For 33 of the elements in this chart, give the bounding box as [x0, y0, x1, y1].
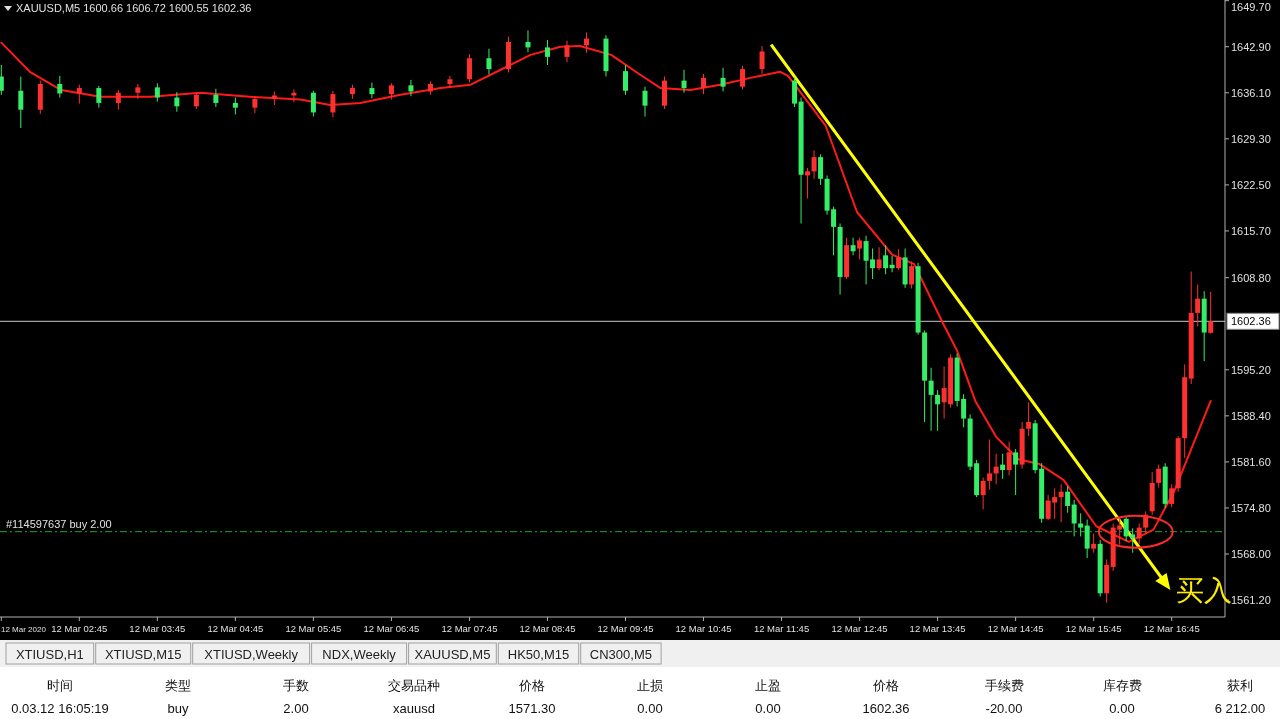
x-tick-label: 12 Mar 03:45 — [129, 623, 186, 634]
y-tick-label: 1649.70 — [1231, 1, 1271, 13]
y-tick-label: 1642.90 — [1231, 40, 1271, 53]
y-tick-label: 1622.50 — [1231, 178, 1271, 191]
y-tick-label: 1608.80 — [1231, 271, 1271, 284]
ref-line-label: 1602.36 — [1231, 315, 1271, 328]
x-tick-label: 12 Mar 05:45 — [285, 623, 342, 634]
x-tick-label: 12 Mar 06:45 — [363, 623, 420, 634]
y-tick-label: 1629.30 — [1231, 132, 1271, 145]
y-tick-label: 1561.20 — [1231, 594, 1271, 607]
y-tick-label: 1636.10 — [1231, 86, 1271, 99]
y-tick-label: 1615.70 — [1231, 224, 1271, 237]
x-tick-label: 12 Mar 12:45 — [831, 623, 888, 634]
x-tick-label: 12 Mar 13:45 — [909, 623, 966, 634]
title: XAUUSD,M5 1600.66 1606.72 1600.55 1602.36 — [16, 2, 252, 14]
x-tick-label: 12 Mar 15:45 — [1065, 623, 1122, 634]
y-tick-label: 1581.60 — [1231, 455, 1271, 468]
x-tick-label: 12 Mar 02:45 — [51, 623, 108, 634]
x-tick-label: 12 Mar 08:45 — [519, 623, 576, 634]
x-tick-label: 12 Mar 07:45 — [441, 623, 498, 634]
annotation: 买入 — [1176, 574, 1233, 606]
y-tick-label: 1568.00 — [1231, 548, 1271, 561]
y-tick-label: 1574.80 — [1231, 501, 1271, 514]
ref-line-label: #114597637 buy 2.00 — [6, 517, 112, 530]
x-tick-label: 12 Mar 04:45 — [207, 623, 264, 634]
x-tick-label: 12 Mar 16:45 — [1143, 623, 1200, 634]
x-tick-label: 12 Mar 10:45 — [675, 623, 732, 634]
x-tick-label: 12 Mar 14:45 — [987, 623, 1044, 634]
x-tick-label: 12 Mar 2020 — [1, 625, 47, 634]
x-tick-label: 12 Mar 09:45 — [597, 623, 654, 634]
y-tick-label: 1588.40 — [1231, 409, 1271, 422]
y-tick-label: 1595.20 — [1231, 363, 1271, 376]
x-tick-label: 12 Mar 11:45 — [753, 623, 810, 634]
